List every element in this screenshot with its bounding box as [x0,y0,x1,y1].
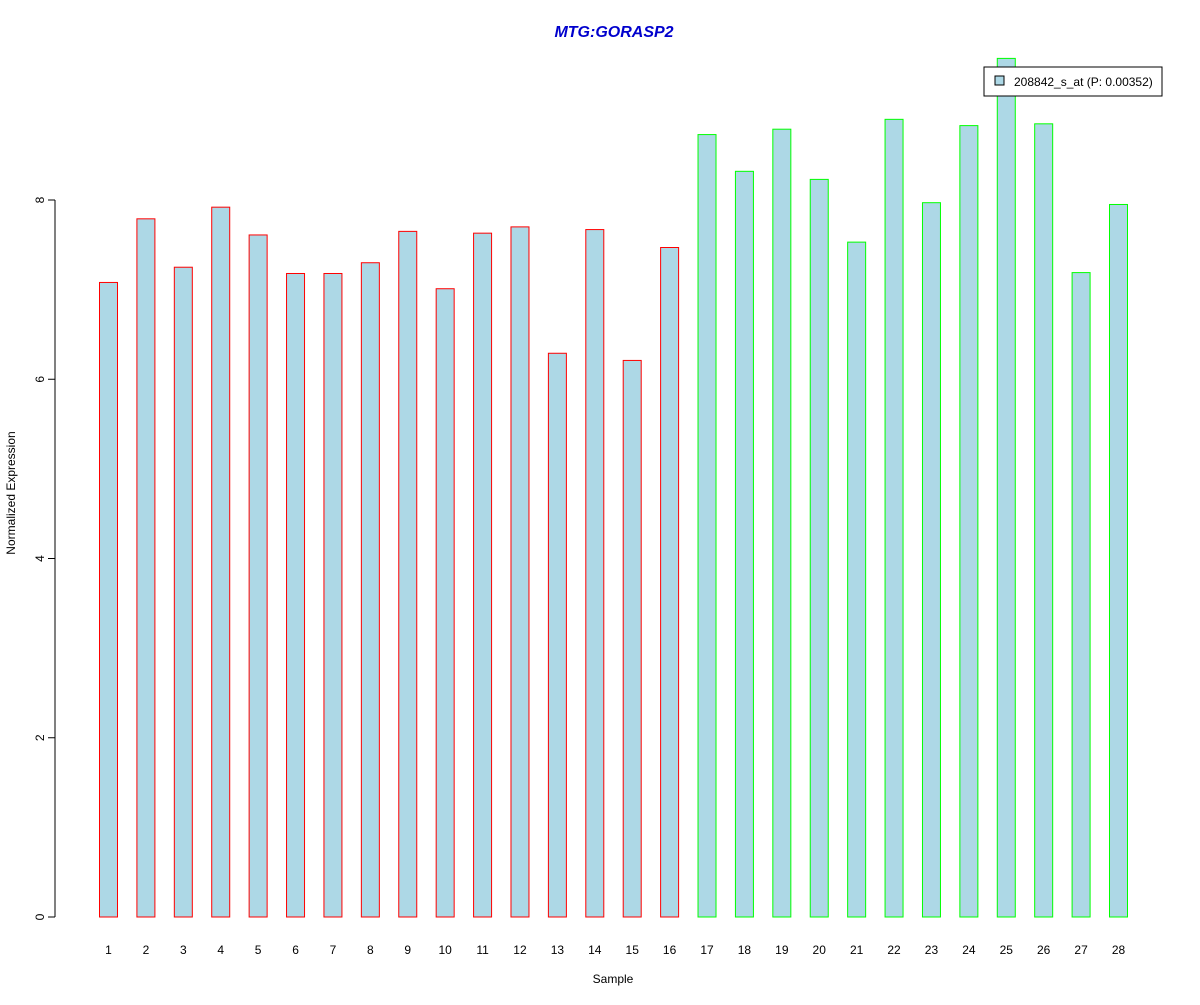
bars [99,57,1128,918]
bar-3 [173,266,193,918]
x-tick-labels: 1 2 3 4 5 6 7 8 9 10 11 12 13 14 15 16 17 18 19 20 21 22 23 24 2… [105,943,1125,957]
bar-20 [809,178,829,918]
bar-13 [547,352,567,918]
bar-23 [921,202,941,918]
bar-19 [772,128,792,918]
x-tick-label: 7 [330,943,337,957]
x-tick-label: 9 [404,943,411,957]
bar-17 [697,134,717,918]
x-tick-label: 1 [105,943,112,957]
x-tick-label: 26 [1037,943,1051,957]
legend-box [983,66,1163,97]
bar-7 [323,272,343,918]
y-axis-label: Normalized Expression [4,431,18,554]
bar-2 [136,218,156,918]
y-tick-label: 8 [33,196,47,203]
bar-1 [99,281,118,918]
bar-21 [847,241,867,918]
bar-9 [398,230,418,918]
x-tick-label: 23 [925,943,939,957]
x-tick-label: 17 [700,943,714,957]
x-tick-label: 15 [626,943,640,957]
bar-5 [248,234,268,918]
x-tick-label: 18 [738,943,752,957]
x-tick-label: 10 [438,943,452,957]
x-tick-label: 13 [551,943,565,957]
y-tick-label: 6 [33,376,47,383]
bar-28 [1109,203,1128,918]
legend: 208842_s_at (P: 0.00352) [983,66,1163,97]
bar-14 [585,229,605,918]
x-axis-label: Sample [593,972,634,986]
y-tick-label: 4 [33,555,47,562]
bar-27 [1071,272,1091,918]
x-tick-label: 14 [588,943,602,957]
x-tick-label: 16 [663,943,677,957]
bar-25 [996,57,1016,918]
bar-8 [360,262,380,918]
bar-6 [286,272,306,918]
x-tick-label: 3 [180,943,187,957]
x-tick-label: 5 [255,943,262,957]
bar-12 [510,226,530,918]
x-tick-label: 28 [1112,943,1126,957]
y-ticks: 0 2 4 6 8 [33,196,55,920]
x-tick-label: 24 [962,943,976,957]
chart-title: MTG:GORASP2 [554,24,673,41]
bar-18 [734,170,754,918]
bar-24 [959,125,979,918]
bar-15 [622,359,642,918]
legend-swatch [994,75,1005,86]
bar-10 [435,288,455,918]
x-tick-label: 19 [775,943,789,957]
y-tick-label: 0 [33,913,47,920]
x-tick-label: 2 [143,943,150,957]
bar-26 [1034,123,1054,918]
x-tick-label: 6 [292,943,299,957]
x-tick-label: 12 [513,943,527,957]
bar-11 [473,232,493,918]
bar-16 [660,247,680,918]
x-tick-label: 22 [887,943,901,957]
bar-22 [884,118,904,918]
x-tick-label: 27 [1074,943,1088,957]
x-tick-label: 21 [850,943,864,957]
legend-label: 208842_s_at (P: 0.00352) [1014,75,1153,89]
x-tick-label: 8 [367,943,374,957]
x-tick-label: 11 [476,943,489,957]
x-tick-label: 20 [813,943,827,957]
x-tick-label: 4 [217,943,224,957]
x-tick-label: 25 [1000,943,1014,957]
bar-4 [211,206,231,918]
y-tick-label: 2 [33,734,47,741]
